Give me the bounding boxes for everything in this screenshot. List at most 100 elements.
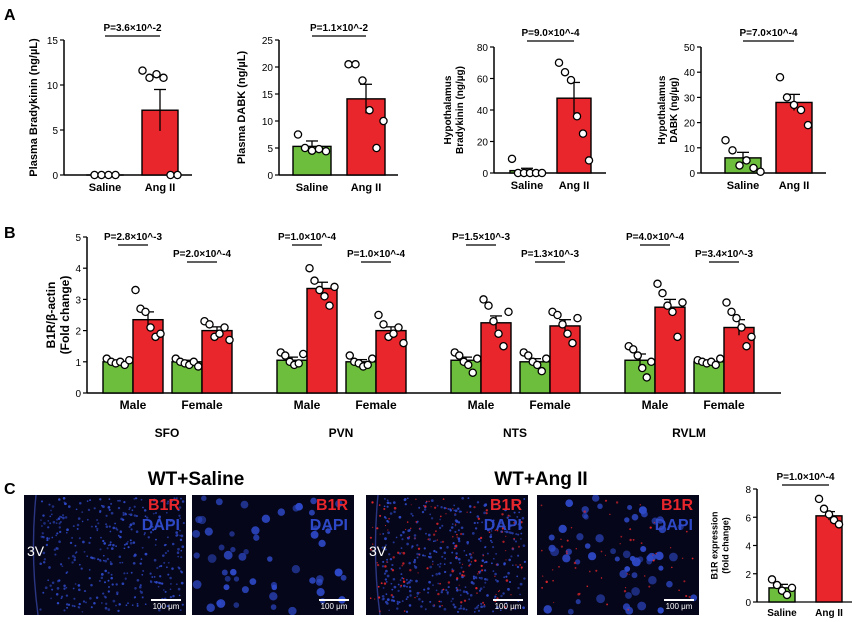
dapi-nucleus bbox=[505, 602, 508, 605]
data-point bbox=[566, 75, 576, 85]
ventricle-edge bbox=[32, 495, 39, 615]
dapi-nucleus bbox=[140, 498, 143, 501]
dapi-nucleus bbox=[483, 586, 485, 588]
y-tick-label: 2 bbox=[745, 570, 751, 581]
region-label: NTS bbox=[503, 426, 527, 440]
dapi-nucleus bbox=[112, 543, 115, 547]
dapi-nucleus bbox=[449, 574, 452, 577]
dapi-nucleus bbox=[622, 550, 631, 559]
b1r-signal bbox=[402, 562, 405, 565]
b1r-signal bbox=[521, 568, 523, 570]
dapi-nucleus bbox=[428, 556, 431, 559]
scale-bar-label: 100 μm bbox=[320, 602, 348, 611]
dapi-nucleus bbox=[96, 518, 99, 522]
dapi-nucleus bbox=[105, 514, 108, 517]
channel-label-b1r: B1R bbox=[147, 497, 180, 514]
b1r-signal bbox=[379, 514, 382, 517]
dapi-nucleus bbox=[179, 609, 182, 612]
dapi-nucleus bbox=[169, 576, 172, 580]
dapi-nucleus bbox=[504, 525, 506, 528]
b1r-signal bbox=[456, 533, 458, 536]
dapi-nucleus bbox=[131, 604, 134, 606]
dapi-nucleus bbox=[492, 557, 495, 560]
micrograph-saline-overview: B1R DAPI 3V 100 μm bbox=[24, 495, 186, 615]
data-point bbox=[742, 156, 751, 165]
b1r-signal bbox=[409, 527, 412, 530]
data-point bbox=[673, 332, 682, 342]
dapi-nucleus bbox=[443, 563, 446, 565]
dapi-nucleus bbox=[640, 545, 647, 553]
data-point bbox=[321, 146, 331, 156]
dapi-nucleus bbox=[156, 566, 159, 570]
dapi-nucleus bbox=[104, 606, 108, 610]
dapi-nucleus bbox=[251, 526, 260, 535]
dapi-nucleus bbox=[82, 600, 86, 603]
p-value-label: P=1.0×10^-4 bbox=[347, 249, 406, 260]
dapi-nucleus bbox=[97, 558, 100, 561]
dapi-nucleus bbox=[637, 601, 647, 611]
dapi-nucleus bbox=[310, 530, 319, 539]
dapi-nucleus bbox=[56, 532, 59, 535]
dapi-nucleus bbox=[658, 565, 664, 571]
dapi-nucleus bbox=[408, 580, 411, 584]
dapi-nucleus bbox=[310, 497, 317, 505]
scale-bar-label: 100 μm bbox=[665, 602, 693, 611]
b1r-signal bbox=[437, 592, 440, 596]
dapi-nucleus bbox=[170, 583, 172, 585]
b1r-signal bbox=[425, 500, 428, 503]
dapi-nucleus bbox=[400, 547, 403, 549]
data-point bbox=[728, 146, 737, 155]
b1r-signal bbox=[380, 582, 383, 585]
dapi-nucleus bbox=[115, 604, 117, 607]
b1r-signal bbox=[678, 589, 680, 592]
micrograph-ang-overview: B1R DAPI 3V 100 μm bbox=[366, 495, 528, 615]
dapi-nucleus bbox=[133, 505, 136, 508]
dapi-nucleus bbox=[401, 577, 404, 579]
y-axis-label: B1R expression bbox=[710, 511, 720, 579]
bar bbox=[375, 329, 407, 394]
b1r-signal bbox=[433, 604, 435, 606]
dapi-nucleus bbox=[478, 577, 481, 579]
y-tick-label: 5 bbox=[52, 126, 58, 137]
b1r-signal bbox=[513, 537, 515, 540]
dapi-nucleus bbox=[83, 590, 87, 593]
b1r-signal bbox=[685, 594, 688, 598]
data-point bbox=[125, 355, 134, 365]
b1r-signal bbox=[435, 530, 437, 533]
bar bbox=[775, 101, 813, 174]
b1r-signal bbox=[566, 539, 569, 542]
b1r-signal bbox=[502, 540, 505, 543]
dapi-nucleus bbox=[464, 586, 467, 588]
dapi-nucleus bbox=[439, 546, 443, 550]
y-tick-label: 10 bbox=[684, 144, 696, 155]
dapi-nucleus bbox=[461, 532, 465, 536]
dapi-nucleus bbox=[152, 528, 155, 531]
dapi-nucleus bbox=[180, 549, 183, 552]
data-point bbox=[379, 116, 388, 126]
y-tick-label: 3 bbox=[75, 295, 81, 306]
dapi-nucleus bbox=[430, 517, 434, 520]
dapi-nucleus bbox=[435, 589, 438, 592]
data-point bbox=[97, 170, 106, 180]
dapi-nucleus bbox=[76, 523, 80, 527]
b1r-signal bbox=[510, 594, 512, 596]
dapi-nucleus bbox=[439, 562, 442, 565]
b1r-signal bbox=[439, 582, 441, 585]
dapi-nucleus bbox=[502, 592, 505, 595]
dapi-nucleus bbox=[134, 497, 137, 500]
title-wt-ang: WT+Ang II bbox=[494, 469, 588, 490]
dapi-nucleus bbox=[508, 558, 511, 562]
dapi-nucleus bbox=[97, 522, 100, 525]
dapi-nucleus bbox=[100, 602, 103, 604]
panel-label-a: A bbox=[4, 7, 16, 24]
dapi-nucleus bbox=[51, 588, 54, 591]
dapi-nucleus bbox=[261, 514, 271, 524]
x-tick-label-sex: Female bbox=[355, 398, 397, 412]
dapi-nucleus bbox=[65, 586, 68, 589]
dapi-nucleus bbox=[521, 516, 525, 520]
channel-label-b1r: B1R bbox=[660, 497, 693, 514]
dapi-nucleus bbox=[59, 515, 61, 518]
dapi-nucleus bbox=[108, 508, 111, 511]
dapi-nucleus bbox=[99, 498, 102, 501]
b1r-signal bbox=[442, 498, 445, 500]
